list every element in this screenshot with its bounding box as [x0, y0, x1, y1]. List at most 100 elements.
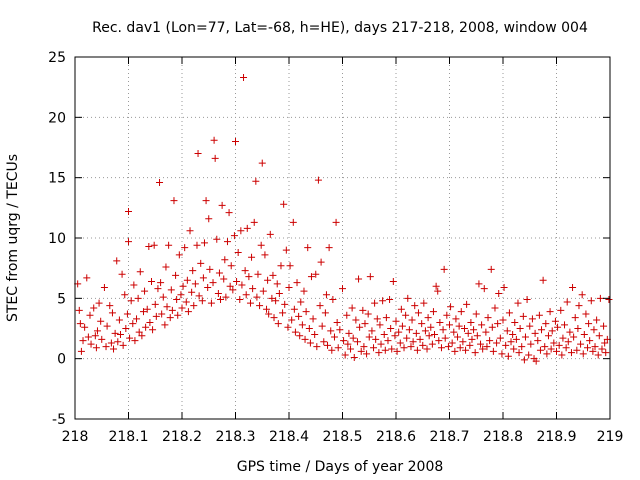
data-point: [130, 281, 138, 289]
data-point: [115, 316, 123, 324]
data-point: [420, 299, 428, 307]
data-point: [306, 339, 314, 347]
data-point: [546, 308, 554, 316]
data-point: [377, 340, 385, 348]
data-point: [154, 285, 162, 293]
data-point: [100, 283, 108, 291]
data-point: [270, 314, 278, 322]
data-point: [285, 283, 293, 291]
data-point: [475, 280, 483, 288]
data-point: [305, 325, 313, 332]
data-point: [418, 320, 426, 328]
data-point: [121, 291, 129, 299]
data-point: [582, 310, 590, 318]
y-axis-title: STEC from uqrg / TECUs: [5, 154, 21, 322]
data-point: [110, 345, 118, 353]
data-point: [344, 340, 352, 348]
data-point: [256, 302, 264, 310]
data-point: [76, 320, 84, 328]
data-point: [290, 305, 298, 313]
data-point: [272, 297, 280, 305]
data-point: [566, 328, 574, 336]
data-point: [396, 339, 404, 347]
data-point: [359, 306, 367, 314]
data-point: [380, 331, 388, 339]
data-point: [183, 276, 191, 284]
data-point: [473, 332, 481, 340]
data-point: [541, 343, 549, 351]
data-point: [252, 177, 260, 185]
data-point: [226, 282, 234, 290]
data-point: [467, 318, 475, 326]
data-point: [312, 270, 320, 278]
data-point: [538, 326, 546, 334]
data-point: [148, 277, 156, 285]
data-point: [210, 136, 218, 144]
data-point: [563, 298, 571, 306]
data-point: [125, 207, 132, 215]
data-point: [484, 314, 492, 322]
data-point: [234, 248, 242, 256]
data-point: [516, 325, 524, 332]
data-point: [488, 323, 496, 331]
data-point: [166, 314, 174, 322]
data-point: [456, 344, 464, 352]
data-point: [125, 238, 132, 246]
data-point: [316, 302, 324, 310]
data-point: [227, 262, 235, 270]
data-point: [156, 178, 164, 186]
data-point: [146, 318, 154, 326]
y-tick-label: 10: [48, 231, 66, 247]
data-point: [571, 314, 579, 322]
data-point: [504, 352, 512, 360]
data-point: [284, 323, 292, 331]
data-point: [414, 309, 422, 317]
data-point: [443, 311, 451, 319]
data-point: [133, 315, 141, 323]
data-point: [432, 282, 440, 290]
data-point: [170, 197, 178, 205]
data-point: [370, 344, 378, 352]
data-point: [386, 296, 394, 304]
data-point: [409, 338, 417, 346]
data-point: [564, 338, 572, 346]
data-point: [404, 294, 412, 302]
data-point: [245, 273, 253, 281]
data-point: [472, 310, 480, 318]
data-point: [531, 329, 539, 337]
data-point: [215, 269, 223, 277]
data-point: [122, 325, 130, 332]
data-point: [336, 326, 344, 334]
data-point: [510, 345, 518, 353]
data-point: [539, 276, 547, 284]
data-point: [411, 302, 419, 310]
data-point: [320, 338, 328, 346]
data-point: [387, 325, 395, 332]
data-point: [268, 294, 276, 302]
data-point: [376, 321, 384, 329]
data-point: [238, 281, 246, 289]
data-point: [86, 311, 94, 319]
x-tick-label: 218.9: [536, 429, 576, 445]
x-tick-label: 218.6: [376, 429, 416, 445]
data-point: [361, 320, 369, 328]
data-point: [600, 322, 608, 330]
data-point: [259, 287, 267, 295]
data-point: [511, 318, 519, 326]
data-point: [464, 329, 472, 337]
data-point: [249, 285, 257, 293]
data-point: [242, 291, 250, 299]
data-point: [365, 333, 373, 341]
data-point: [193, 241, 201, 249]
data-point: [478, 321, 486, 329]
data-point: [382, 314, 390, 322]
data-point: [258, 159, 266, 167]
data-point: [340, 337, 348, 345]
data-point: [307, 273, 315, 281]
data-point: [321, 309, 329, 317]
data-point: [366, 273, 374, 281]
data-point: [123, 310, 131, 318]
y-tick-labels: -5 0 5 10 15 20 25: [48, 50, 66, 428]
data-point: [601, 339, 609, 347]
data-point: [313, 343, 321, 351]
